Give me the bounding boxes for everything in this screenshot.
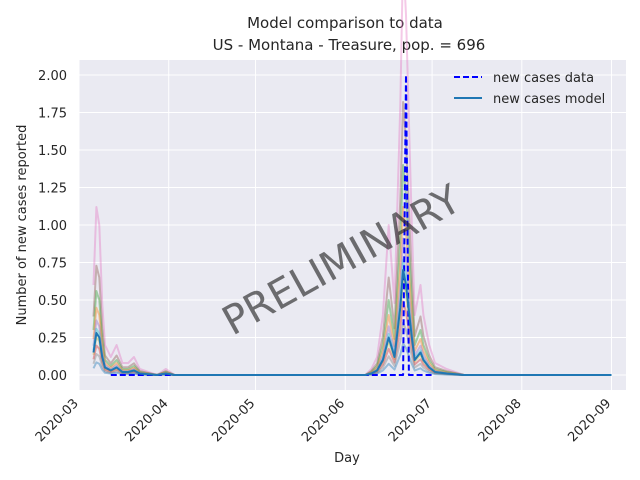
x-axis-label: Day — [334, 451, 360, 466]
legend: new cases data new cases model — [454, 71, 605, 107]
series-lines — [92, 74, 612, 376]
chart-title: Model comparison to data — [247, 14, 443, 32]
chart-subtitle: US - Montana - Treasure, pop. = 696 — [213, 36, 486, 54]
series-line-new-cases-model — [92, 269, 612, 376]
y-tick-label: 0.50 — [38, 294, 67, 309]
ensemble-run-line — [92, 0, 612, 376]
legend-label-data: new cases data — [493, 71, 594, 86]
ensemble-run-line — [92, 101, 612, 376]
legend-label-model: new cases model — [493, 92, 605, 107]
ensemble-run-line — [92, 206, 612, 376]
y-tick-label: 1.25 — [38, 182, 67, 197]
y-tick-label: 2.00 — [38, 69, 67, 84]
y-axis-label: Number of new cases reported — [15, 125, 30, 326]
y-tick-label: 0.00 — [38, 369, 67, 384]
y-tick-labels: 0.00 0.25 0.50 0.75 1.00 1.25 1.50 1.75 2.00 — [38, 69, 67, 384]
series-line-new-cases-data — [110, 74, 433, 376]
grid-lines — [78, 60, 626, 390]
ensemble-run-line — [92, 164, 612, 376]
y-tick-label: 0.25 — [38, 332, 67, 347]
y-tick-label: 1.00 — [38, 219, 67, 234]
ensemble-run-line — [92, 321, 612, 376]
y-tick-label: 0.75 — [38, 257, 67, 272]
y-tick-label: 1.50 — [38, 144, 67, 159]
y-tick-label: 1.75 — [38, 107, 67, 122]
